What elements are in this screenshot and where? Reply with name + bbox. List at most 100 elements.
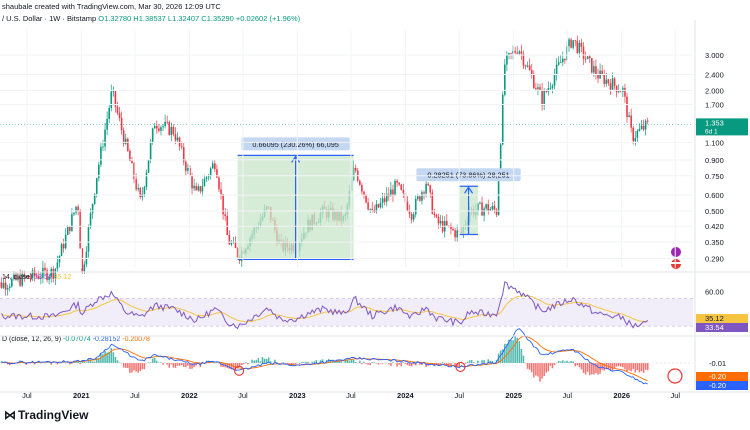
candle [110, 84, 113, 112]
macd-histogram-bar [443, 363, 446, 365]
candle [147, 159, 150, 174]
macd-histogram-bar [611, 363, 614, 371]
candle-body [54, 268, 57, 279]
macd-histogram-bar [172, 363, 175, 368]
candle [40, 272, 42, 285]
candle [87, 224, 90, 258]
candle-body [624, 87, 626, 97]
candle-body [499, 144, 502, 178]
candle-body [79, 210, 81, 249]
time-tick-label: Jul [130, 391, 140, 400]
price-tick-label: 2.400 [705, 70, 724, 79]
macd-histogram-bar [433, 363, 436, 367]
candle-body [224, 214, 226, 217]
price-tick-label: 1.100 [705, 138, 724, 147]
rsi-pane[interactable]: 14, close) 33.54 35.12 [0, 274, 693, 330]
macd-histogram-bar [298, 363, 301, 364]
candle-body [151, 128, 154, 143]
candle [441, 215, 444, 234]
candle [394, 178, 396, 197]
macd-histogram-bar [162, 363, 164, 365]
candle-body [361, 184, 363, 192]
candle [120, 111, 123, 135]
macd-histogram-bar [267, 357, 270, 363]
candle [228, 230, 231, 245]
candle-body [106, 118, 108, 130]
candle-body [162, 126, 164, 128]
macd-histogram-bar [396, 363, 398, 367]
candle [4, 275, 7, 296]
event-icons[interactable] [671, 247, 681, 269]
macd-histogram-bar [50, 363, 52, 365]
macd-histogram-bar [381, 363, 384, 364]
candle-body [644, 120, 647, 130]
candle-body [508, 53, 510, 55]
macd-histogram-bar [557, 361, 560, 363]
candle-body [143, 186, 146, 194]
candle [172, 124, 175, 137]
candle [139, 186, 142, 200]
candle [185, 158, 187, 176]
macd-histogram-bar [348, 360, 351, 363]
candle [543, 88, 545, 111]
candle-body [520, 51, 523, 54]
macd-histogram-bar [553, 363, 556, 366]
candle [156, 120, 158, 134]
macd-histogram-bar [379, 363, 382, 364]
candle-body [611, 78, 614, 90]
event-icon[interactable] [671, 247, 681, 257]
macd-signal-value: -0.20 [709, 372, 726, 381]
chart-created-by-text: shaubale created with TradingView.com, M… [2, 2, 221, 11]
macd-histogram-bar [373, 362, 376, 363]
macd-pane[interactable]: D (close, 12, 26, 9) -0.07074 -0.28152 -… [0, 328, 693, 385]
candle-body [495, 209, 498, 215]
macd-histogram-bar [584, 363, 587, 375]
candle-body [42, 267, 44, 278]
rsi-legend: 14, close) 33.54 35.12 [2, 274, 71, 281]
candle [456, 224, 458, 242]
candle-body [615, 85, 618, 93]
tradingview-logo[interactable]: ⋈ TradingView [4, 408, 88, 422]
macd-histogram-bar [601, 363, 603, 370]
macd-histogram-bar [330, 359, 332, 363]
candle [435, 213, 438, 218]
candle-body [31, 270, 34, 279]
time-tick-label: Jul [22, 391, 32, 400]
candle [454, 227, 456, 242]
candle-body [535, 88, 537, 90]
candle-body [549, 88, 552, 89]
macd-histogram-bar [597, 363, 599, 375]
candle-body [564, 58, 566, 61]
candle [64, 228, 67, 250]
macd-histogram-bar [559, 361, 562, 363]
candle-body [75, 206, 77, 213]
candle-body [617, 91, 620, 93]
candle [8, 283, 11, 292]
candle [112, 86, 115, 97]
candle-body [69, 226, 71, 231]
measurement-box[interactable]: 0.66095 (230.26%) 66,095 [237, 137, 354, 260]
macd-histogram-bar [533, 363, 535, 378]
macd-histogram-bar [294, 363, 297, 365]
macd-histogram-bar [549, 363, 552, 366]
candle [164, 114, 166, 129]
candle [512, 45, 514, 60]
candle [2, 279, 5, 289]
macd-histogram-bar [499, 350, 502, 363]
candle-body [214, 163, 216, 170]
macd-histogram-bar [458, 363, 461, 367]
time-tick-label: Jul [454, 391, 464, 400]
rsi-line [1, 281, 649, 330]
measurement-label-box [416, 168, 521, 182]
candle-body [201, 186, 204, 192]
macd-histogram-bar [630, 363, 632, 372]
candle [402, 183, 405, 198]
candle-body [62, 244, 65, 249]
candle-body [417, 196, 419, 199]
candle-body [425, 183, 427, 194]
candle-body [195, 185, 197, 191]
rsi-legend-value: 33.54 [34, 274, 53, 281]
candle [406, 196, 409, 212]
candle [553, 68, 556, 90]
